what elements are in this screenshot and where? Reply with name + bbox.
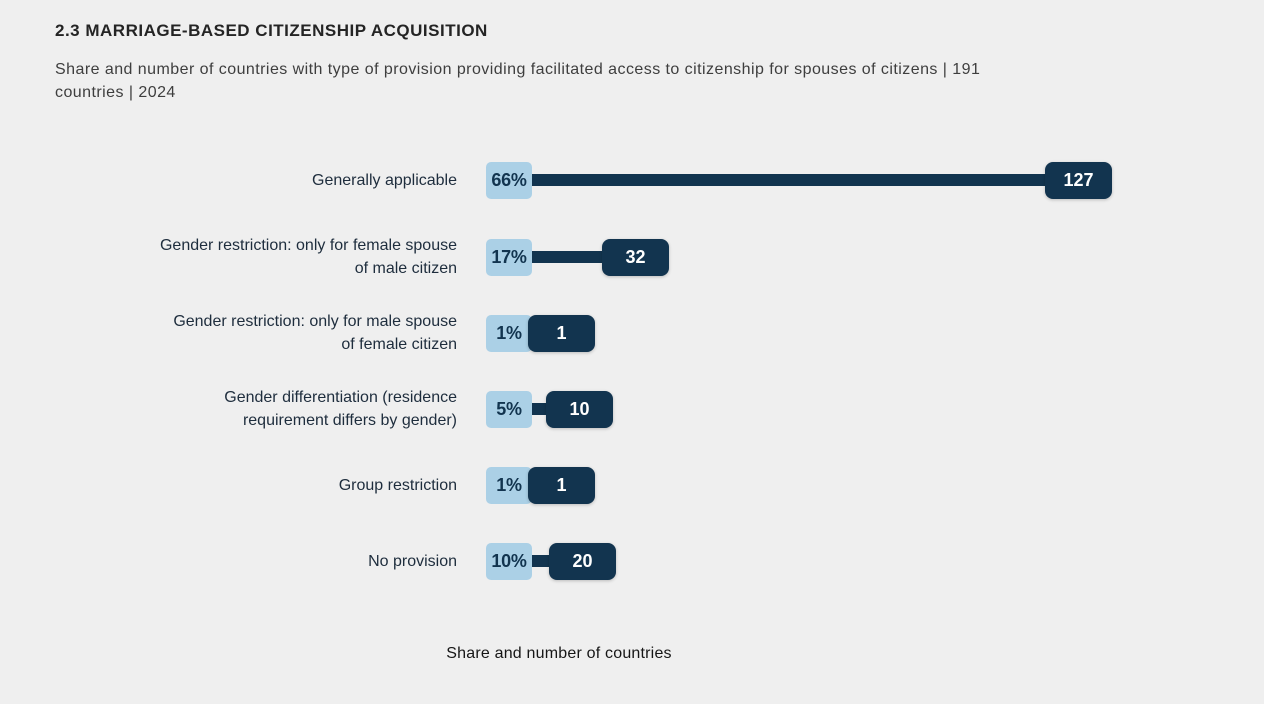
percent-box: 1% — [486, 314, 532, 352]
chart-row: No provision 10% 20 — [0, 523, 1264, 599]
count-box: 1 — [528, 466, 595, 504]
category-label: Generally applicable — [312, 171, 457, 189]
category-label: Gender restriction: only for male spouse… — [173, 313, 457, 353]
category-label: Gender differentiation (residence requir… — [224, 389, 457, 429]
bar-connector — [532, 555, 549, 567]
category-label: Gender restriction: only for female spou… — [159, 237, 457, 277]
percent-box: 5% — [486, 390, 532, 428]
chart-subtitle: Share and number of countries with type … — [55, 58, 980, 104]
category-label: Group restriction — [338, 476, 457, 494]
bar-connector — [532, 174, 1045, 186]
category-label-wrap: Gender restriction: only for male spouse… — [0, 310, 457, 356]
category-label-wrap: Gender restriction: only for female spou… — [0, 234, 457, 280]
chart-row: Gender restriction: only for female spou… — [0, 219, 1264, 295]
chart-title: 2.3 MARRIAGE-BASED CITIZENSHIP ACQUISITI… — [55, 21, 488, 40]
count-box: 20 — [549, 542, 616, 580]
category-label-wrap: No provision — [0, 550, 457, 573]
percent-box: 10% — [486, 542, 532, 580]
bar-connector — [532, 251, 602, 263]
count-box: 10 — [546, 390, 613, 428]
bar-connector — [532, 403, 546, 415]
count-box: 1 — [528, 314, 595, 352]
chart-row: Gender restriction: only for male spouse… — [0, 295, 1264, 371]
category-label-wrap: Gender differentiation (residence requir… — [0, 386, 457, 432]
percent-box: 17% — [486, 238, 532, 276]
chart-row: Gender differentiation (residence requir… — [0, 371, 1264, 447]
category-label-wrap: Group restriction — [0, 474, 457, 497]
percent-box: 1% — [486, 466, 532, 504]
chart-row: Generally applicable 66% 127 — [0, 142, 1264, 218]
chart-subtitle-line-1: Share and number of countries with type … — [55, 61, 981, 78]
count-box: 127 — [1045, 161, 1112, 199]
chart-subtitle-line-2: countries | 2024 — [55, 84, 176, 101]
count-box: 32 — [602, 238, 669, 276]
x-axis-label: Share and number of countries — [446, 645, 672, 662]
category-label: No provision — [368, 552, 457, 570]
percent-box: 66% — [486, 161, 532, 199]
chart-row: Group restriction 1% 1 — [0, 447, 1264, 523]
category-label-wrap: Generally applicable — [0, 169, 457, 192]
